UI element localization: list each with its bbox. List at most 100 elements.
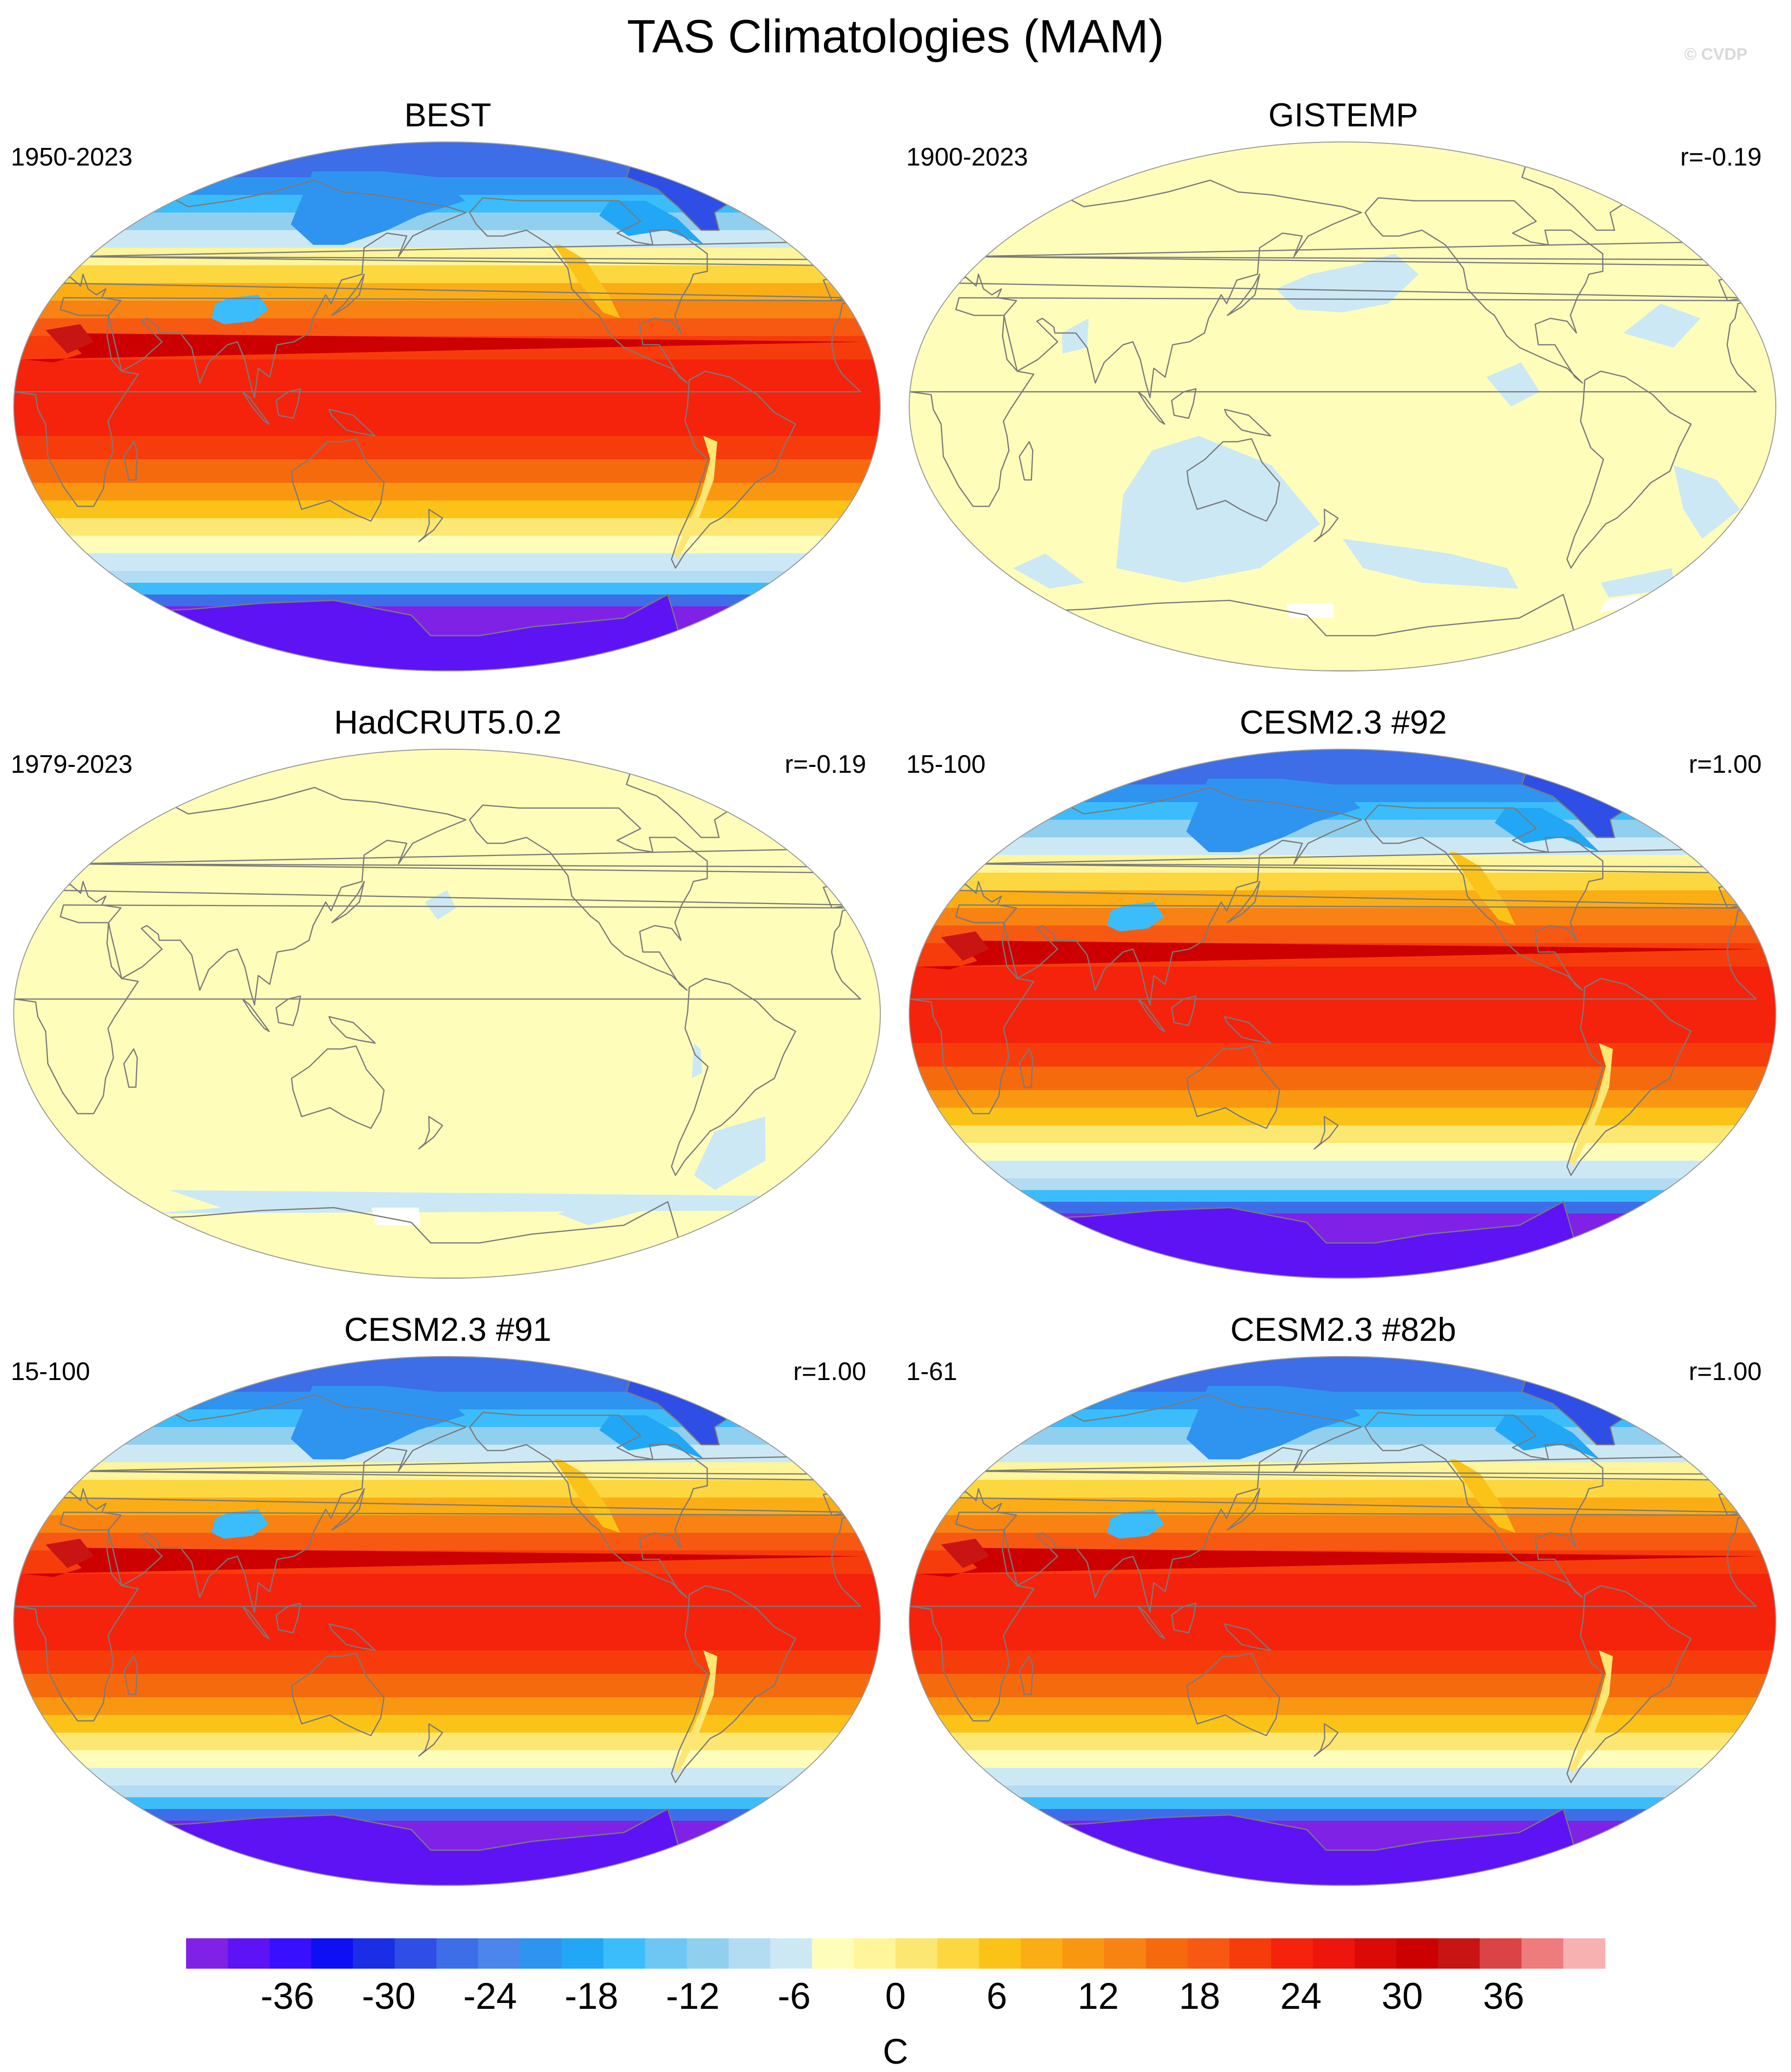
colorbar-swatch bbox=[645, 1938, 687, 1969]
map-panel-best: BEST 1950-2023 bbox=[0, 0, 896, 671]
temperature-band bbox=[13, 1480, 880, 1498]
temperature-band bbox=[909, 1797, 1776, 1810]
colorbar-swatch bbox=[353, 1938, 395, 1969]
colorbar-tick-label: 18 bbox=[1179, 1976, 1221, 2017]
temperature-band bbox=[909, 1697, 1776, 1715]
colorbar-swatch bbox=[478, 1938, 520, 1969]
colorbar-swatch bbox=[812, 1938, 854, 1969]
near-zero-region bbox=[1013, 553, 1084, 589]
map-panel-cesm-91: CESM2.3 #91 15-100 r=1.00 bbox=[0, 1215, 896, 1886]
temperature-band bbox=[13, 1809, 880, 1821]
coastline-samerica bbox=[1566, 1585, 1692, 1784]
near-zero-region bbox=[1275, 254, 1419, 312]
coastline-namerica bbox=[1364, 804, 1603, 991]
colorbar-swatch bbox=[1062, 1938, 1105, 1969]
near-zero-region bbox=[1486, 362, 1540, 406]
temperature-band bbox=[909, 1733, 1776, 1751]
coastline-japan bbox=[331, 881, 365, 924]
panel-title: HadCRUT5.0.2 bbox=[334, 704, 562, 741]
panel-title: BEST bbox=[404, 96, 492, 134]
coastline-newguinea bbox=[328, 1016, 376, 1044]
temperature-band bbox=[909, 1108, 1776, 1126]
coastline-namerica bbox=[1364, 1411, 1603, 1598]
near-zero-region bbox=[1673, 465, 1741, 539]
near-zero-region bbox=[1623, 304, 1700, 348]
colorbar-swatch bbox=[1521, 1938, 1564, 1969]
colorbar-swatch bbox=[436, 1938, 479, 1969]
temperature-band bbox=[13, 1715, 880, 1733]
temperature-band bbox=[909, 749, 1776, 785]
temperature-anomaly-region bbox=[1186, 779, 1361, 852]
colorbar-swatch bbox=[1020, 1938, 1063, 1969]
temperature-band bbox=[909, 1067, 1776, 1091]
coastline-borneo bbox=[1171, 1602, 1197, 1634]
coastline-newzealand bbox=[1314, 1116, 1339, 1150]
panel-title: CESM2.3 #82b bbox=[1230, 1311, 1457, 1348]
temperature-field bbox=[13, 749, 880, 1279]
temperature-anomaly-region bbox=[212, 295, 269, 324]
temperature-anomaly-region bbox=[674, 436, 717, 559]
map-cesm-92 bbox=[908, 749, 1777, 1279]
near-zero-region bbox=[1343, 539, 1518, 589]
coastline-japan bbox=[1226, 273, 1261, 316]
map-panel-hadcrut: HadCRUT5.0.2 1979-2023 r=-0.19 bbox=[0, 607, 896, 1279]
temperature-band bbox=[909, 1043, 1776, 1067]
temperature-field bbox=[13, 1357, 880, 1886]
temperature-anomaly-region bbox=[1570, 1043, 1613, 1167]
temperature-band bbox=[13, 583, 880, 595]
map-frame bbox=[908, 142, 1777, 671]
temperature-band bbox=[909, 1533, 1776, 1551]
colorbar-swatch bbox=[1146, 1938, 1188, 1969]
panel-years: 1900-2023 bbox=[906, 143, 1028, 171]
temperature-field bbox=[909, 749, 1776, 1279]
temperature-anomaly-region bbox=[1107, 1509, 1164, 1539]
colorbar-swatch bbox=[603, 1938, 646, 1969]
colorbar-swatch bbox=[228, 1938, 270, 1969]
coastline-madagascar bbox=[123, 441, 138, 481]
temperature-anomaly-region bbox=[1107, 902, 1164, 931]
temperature-band bbox=[13, 518, 880, 536]
missing-data-region bbox=[372, 1208, 421, 1225]
coastline-africa bbox=[909, 297, 1757, 507]
coastline-australia bbox=[1186, 1045, 1280, 1129]
temperature-band bbox=[13, 1533, 880, 1551]
temperature-band bbox=[909, 1143, 1776, 1161]
colorbar-swatch bbox=[1229, 1938, 1272, 1969]
coastline-borneo bbox=[275, 388, 301, 419]
temperature-anomaly-region bbox=[919, 940, 1760, 970]
temperature-anomaly-region bbox=[290, 171, 465, 245]
temperature-band bbox=[909, 1480, 1776, 1498]
panel-correlation: r=1.00 bbox=[793, 1358, 866, 1386]
temperature-band bbox=[13, 142, 880, 178]
missing-data-region bbox=[1599, 595, 1640, 612]
temperature-band bbox=[13, 595, 880, 607]
colorbar-swatch bbox=[395, 1938, 437, 1969]
coastline-australia bbox=[291, 438, 385, 522]
temperature-anomaly-region bbox=[599, 201, 705, 245]
temperature-anomaly-region bbox=[1570, 1650, 1613, 1774]
temperature-band bbox=[909, 1809, 1776, 1821]
coastline-madagascar bbox=[123, 1048, 138, 1088]
coastline-newzealand bbox=[418, 1723, 444, 1757]
temperature-band bbox=[909, 1125, 1776, 1143]
colorbar-swatch bbox=[1271, 1938, 1314, 1969]
panel-years: 15-100 bbox=[11, 1358, 90, 1386]
coastline-newzealand bbox=[418, 1116, 444, 1150]
temperature-anomaly-region bbox=[1494, 1415, 1600, 1459]
coastline-australia bbox=[291, 1652, 385, 1737]
coastline-newguinea bbox=[328, 1623, 376, 1651]
temperature-anomaly-region bbox=[212, 1509, 269, 1539]
coastline-madagascar bbox=[1018, 441, 1034, 481]
map-gistemp bbox=[908, 142, 1777, 671]
coastline-japan bbox=[1226, 1488, 1261, 1531]
temperature-band bbox=[13, 1750, 880, 1768]
temperature-band bbox=[909, 1178, 1776, 1191]
colorbar-swatch bbox=[1104, 1938, 1147, 1969]
temperature-field bbox=[13, 142, 880, 671]
temperature-band bbox=[909, 1715, 1776, 1733]
temperature-anomaly-region bbox=[919, 1548, 1760, 1577]
colorbar-tick-label: -36 bbox=[260, 1976, 314, 2017]
colorbar-swatch bbox=[937, 1938, 980, 1969]
coastline-borneo bbox=[1171, 995, 1197, 1026]
temperature-band bbox=[909, 1768, 1776, 1786]
